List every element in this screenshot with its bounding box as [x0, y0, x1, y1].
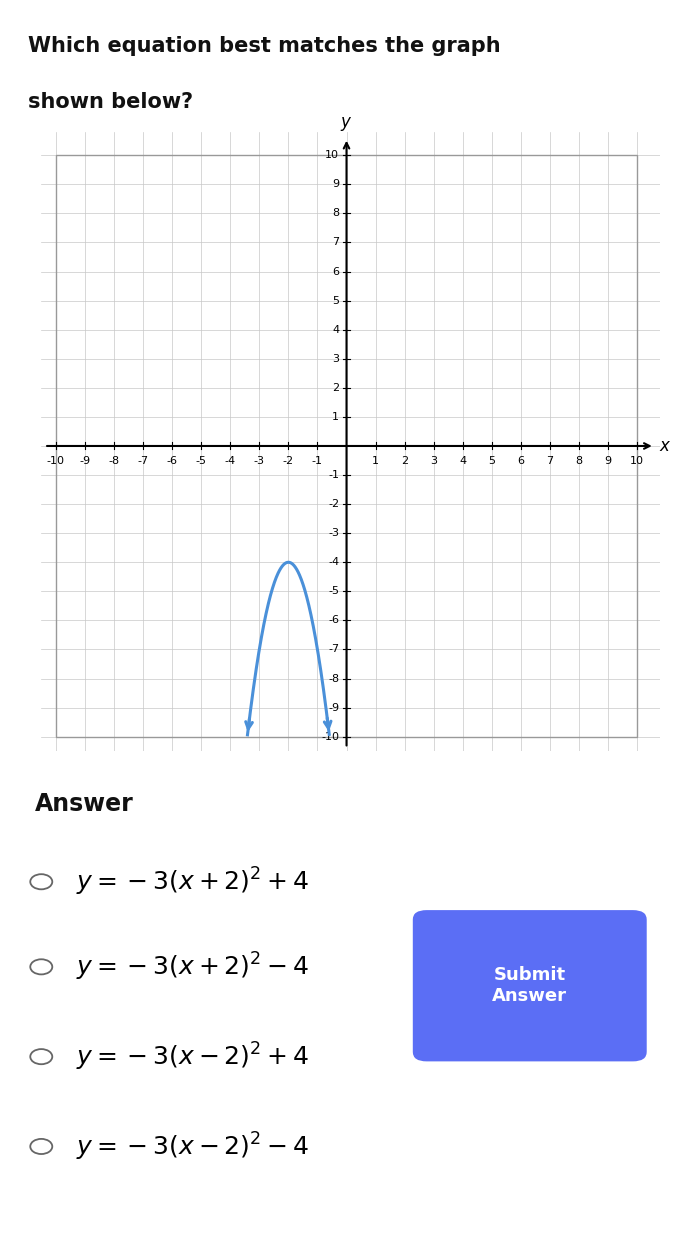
- Text: 5: 5: [488, 457, 495, 466]
- Text: -4: -4: [328, 557, 339, 567]
- Text: -8: -8: [109, 457, 120, 466]
- Text: -6: -6: [328, 616, 339, 626]
- Text: 1: 1: [332, 412, 339, 422]
- Text: 2: 2: [401, 457, 408, 466]
- Text: -1: -1: [312, 457, 323, 466]
- Text: 9: 9: [605, 457, 612, 466]
- Text: -7: -7: [328, 644, 339, 654]
- Text: -1: -1: [328, 470, 339, 480]
- Text: 3: 3: [430, 457, 438, 466]
- Text: -7: -7: [138, 457, 149, 466]
- Text: 6: 6: [332, 266, 339, 276]
- Text: Answer: Answer: [34, 792, 133, 816]
- Text: 10: 10: [630, 457, 644, 466]
- Text: 4: 4: [332, 325, 339, 335]
- Text: Submit
Answer: Submit Answer: [492, 967, 568, 1005]
- Text: -5: -5: [328, 586, 339, 596]
- Text: -2: -2: [328, 499, 339, 509]
- FancyBboxPatch shape: [413, 911, 647, 1061]
- Text: -4: -4: [225, 457, 236, 466]
- Text: 7: 7: [332, 238, 339, 248]
- Text: -9: -9: [328, 703, 339, 713]
- Text: -2: -2: [283, 457, 294, 466]
- Text: -5: -5: [195, 457, 206, 466]
- Text: $y = -3(x - 2)^2 - 4$: $y = -3(x - 2)^2 - 4$: [76, 1131, 309, 1163]
- Text: 7: 7: [546, 457, 554, 466]
- Text: 6: 6: [517, 457, 524, 466]
- Text: 5: 5: [332, 296, 339, 306]
- Text: -10: -10: [321, 731, 339, 741]
- Text: -9: -9: [79, 457, 90, 466]
- Text: shown below?: shown below?: [28, 92, 193, 112]
- Text: 3: 3: [332, 353, 339, 363]
- Text: -8: -8: [328, 673, 339, 683]
- Text: 2: 2: [332, 383, 339, 393]
- Text: $y = -3(x + 2)^2 + 4$: $y = -3(x + 2)^2 + 4$: [76, 866, 309, 898]
- Text: 4: 4: [459, 457, 466, 466]
- Text: 1: 1: [372, 457, 379, 466]
- Text: Which equation best matches the graph: Which equation best matches the graph: [28, 36, 500, 56]
- Text: -3: -3: [328, 529, 339, 539]
- Text: 9: 9: [332, 179, 339, 189]
- Text: $y = -3(x - 2)^2 + 4$: $y = -3(x - 2)^2 + 4$: [76, 1040, 309, 1072]
- Text: 8: 8: [576, 457, 583, 466]
- Text: $y = -3(x + 2)^2 - 4$: $y = -3(x + 2)^2 - 4$: [76, 950, 309, 983]
- Text: -3: -3: [254, 457, 265, 466]
- Text: $y$: $y$: [341, 116, 353, 133]
- Text: -10: -10: [47, 457, 65, 466]
- Text: -6: -6: [166, 457, 178, 466]
- Text: $x$: $x$: [659, 437, 671, 455]
- Text: 10: 10: [325, 151, 339, 160]
- Text: 8: 8: [332, 209, 339, 219]
